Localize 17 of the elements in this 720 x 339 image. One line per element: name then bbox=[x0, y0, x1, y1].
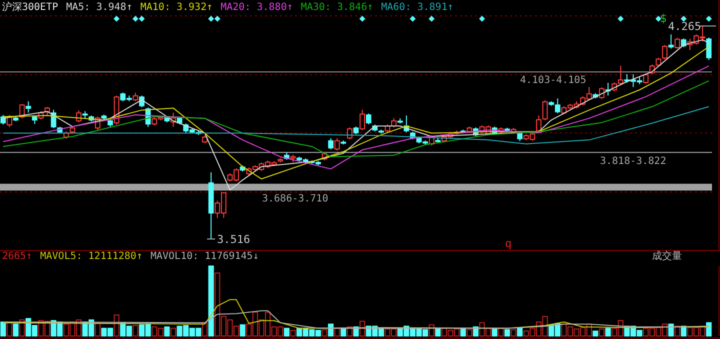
band-label: 3.818-3.822 bbox=[600, 156, 666, 168]
annotation: $ bbox=[660, 12, 667, 25]
annotation: q bbox=[505, 237, 512, 250]
legend: MA60: 3.891↑ bbox=[381, 2, 454, 13]
annotation: 2665↑ bbox=[2, 251, 32, 262]
legend: MAVOL10: 11769145↓ bbox=[150, 251, 259, 262]
legend: MA5: 3.948↑ bbox=[66, 2, 132, 13]
legend: MA10: 3.932↑ bbox=[140, 2, 213, 13]
title: 成交量 bbox=[652, 251, 682, 262]
band-label: 3.686-3.710 bbox=[262, 194, 328, 205]
legend: MAVOL5: 12111280↑ bbox=[40, 251, 142, 262]
legend: MA20: 3.880↑ bbox=[220, 2, 293, 13]
annotation: 4.265 bbox=[668, 20, 702, 33]
band-label: 4.103-4.105 bbox=[520, 74, 586, 86]
annotation: 3.516 bbox=[217, 233, 250, 246]
legend: MA30: 3.846↑ bbox=[300, 2, 374, 13]
title: 沪深300ETP bbox=[2, 2, 58, 13]
